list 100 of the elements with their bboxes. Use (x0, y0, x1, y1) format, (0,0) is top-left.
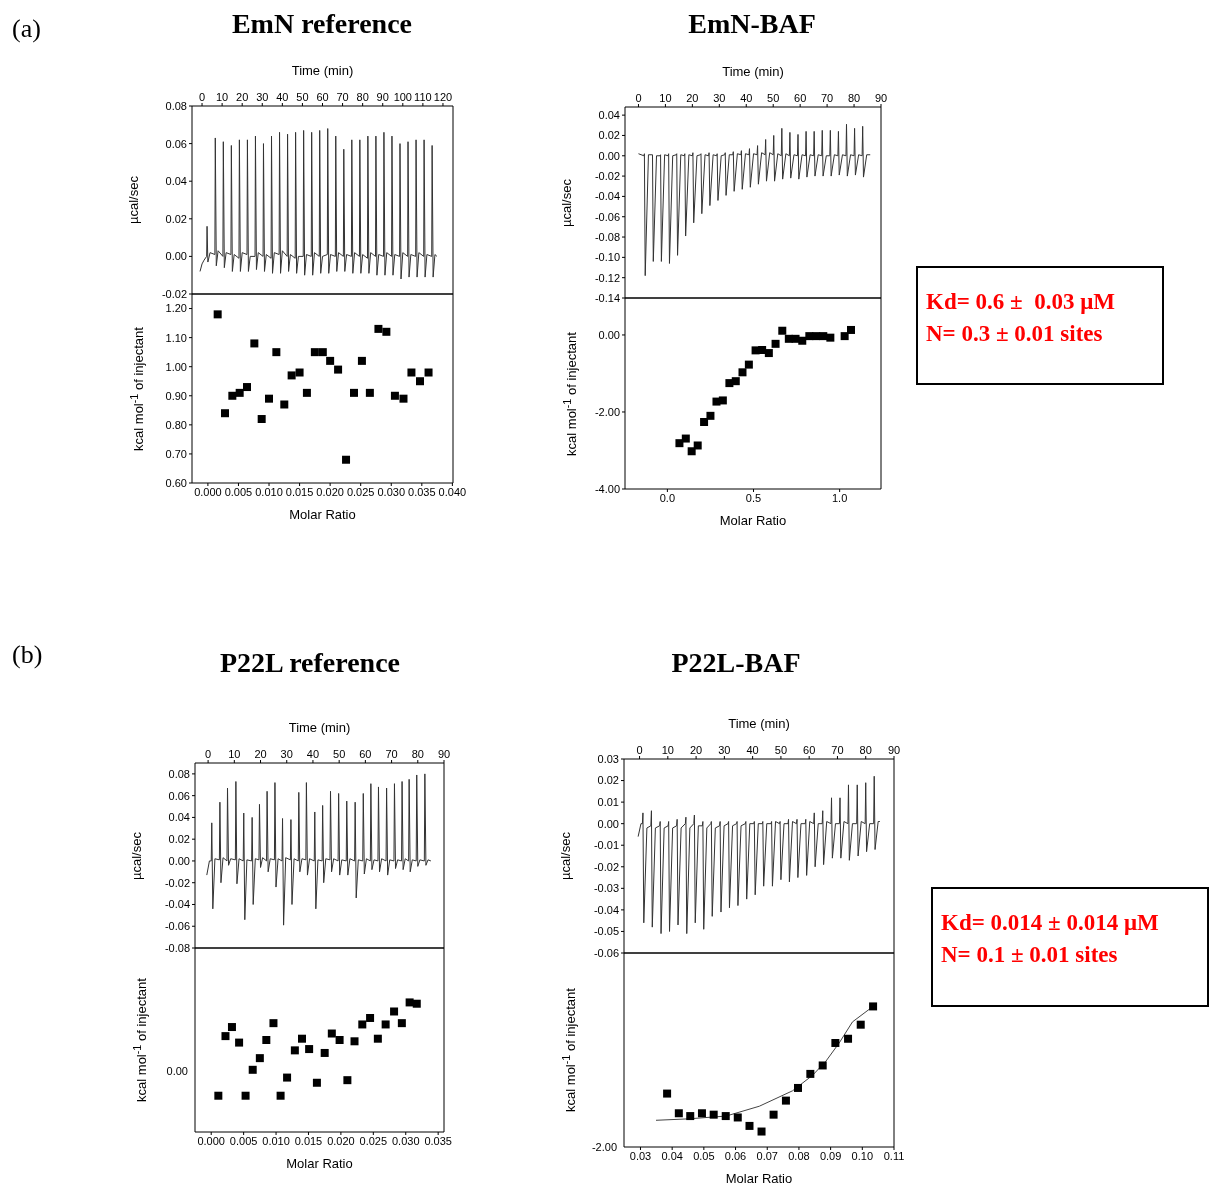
point (235, 388, 244, 397)
x-tick-label: 0.035 (408, 485, 436, 498)
y-tick-label: -2.00 (594, 405, 620, 418)
point (869, 1002, 878, 1011)
x-tick-label: 0.005 (224, 485, 253, 498)
y-tick-label: 0.04 (168, 811, 190, 824)
x-tick-label: 0.09 (819, 1149, 842, 1162)
x-axis-title: Time (min) (290, 63, 355, 78)
x-tick-label: 0.015 (294, 1134, 323, 1147)
point (415, 377, 424, 386)
x-tick-label: 0 (635, 92, 642, 104)
point (826, 333, 835, 342)
y-tick-label: 1.00 (165, 360, 187, 373)
x-tick-label: 10 (659, 92, 672, 104)
y-tick-label: -0.02 (594, 169, 620, 182)
x-axis-title: Molar Ratio (285, 1156, 354, 1171)
point (343, 1076, 352, 1085)
y-tick-label: -0.02 (161, 287, 187, 300)
x-tick-label: 70 (831, 744, 844, 756)
x-tick-label: 0.03 (629, 1149, 652, 1162)
point (228, 391, 237, 400)
point (335, 1036, 344, 1044)
y-tick-label: -4.00 (594, 482, 620, 495)
point (769, 1110, 778, 1119)
text: Kd= 0.014 ± 0.014 μM (941, 909, 1160, 937)
y-tick-label: 0.02 (598, 129, 620, 142)
x-tick-label: 10 (661, 744, 674, 756)
x-tick-label: 0.010 (262, 1134, 290, 1147)
y-tick-label: -0.08 (594, 230, 620, 243)
point (312, 1078, 321, 1087)
x-tick-label: 0.020 (327, 1134, 355, 1147)
y-tick-label: -0.10 (594, 251, 620, 264)
x-tick-label: 10 (228, 748, 241, 760)
point (342, 455, 351, 464)
x-tick-label: 0 (198, 91, 206, 103)
y-axis-title: µcal/sec (129, 831, 144, 880)
point (276, 1091, 285, 1100)
point (334, 365, 343, 374)
point (675, 439, 684, 448)
x-tick-label: 0 (205, 748, 212, 760)
y-tick-label: -0.01 (593, 839, 619, 852)
x-tick-label: 20 (236, 91, 249, 103)
x-tick-label: 80 (859, 744, 872, 756)
x-tick-label: 0.010 (255, 485, 283, 498)
text: Kd= 0.6 ± 0.03 μM (926, 288, 1116, 316)
y-tick-label: 0.04 (165, 175, 187, 188)
x-tick-label: 50 (774, 744, 788, 756)
x-tick-label: 60 (803, 744, 816, 756)
point (390, 391, 399, 400)
x-axis-title: Time (min) (727, 716, 791, 731)
point (349, 388, 358, 397)
x-axis-title: Time (min) (721, 64, 785, 79)
x-axis-title: Time (min) (287, 720, 352, 735)
x-tick-label: 120 (433, 91, 453, 103)
point (235, 1038, 244, 1047)
point (255, 1054, 264, 1063)
point (250, 339, 259, 348)
point (407, 368, 416, 377)
point (718, 396, 727, 405)
x-tick-label: 60 (359, 748, 372, 760)
point (374, 324, 383, 333)
x-tick-label: 60 (316, 91, 329, 103)
x-tick-label: 20 (689, 744, 703, 756)
point (847, 325, 856, 334)
y-tick-label: -0.02 (164, 876, 190, 889)
point (397, 1019, 406, 1028)
y-tick-label: 0.08 (168, 767, 190, 780)
x-tick-label: 0.030 (377, 485, 406, 498)
point (818, 1061, 827, 1070)
text: (a) (12, 14, 41, 44)
y-tick-label: -0.06 (593, 946, 619, 959)
x-tick-label: 40 (306, 748, 320, 760)
y-tick-label: 0.04 (598, 109, 620, 122)
y-tick-label: 0.00 (598, 328, 620, 341)
point (738, 368, 747, 377)
point (350, 1037, 359, 1046)
line-series (637, 123, 871, 277)
line-series (637, 775, 881, 935)
y-tick-label: 0.06 (165, 137, 187, 150)
line-series (199, 128, 438, 280)
point (257, 415, 266, 424)
point (213, 310, 222, 319)
x-tick-label: 80 (356, 91, 369, 103)
x-tick-label: 90 (887, 744, 901, 756)
point (856, 1020, 865, 1029)
point (221, 1032, 230, 1041)
x-tick-label: 80 (847, 92, 861, 104)
x-tick-label: 60 (794, 92, 807, 104)
point (697, 1109, 706, 1118)
point (798, 336, 807, 345)
x-tick-label: 1.0 (832, 491, 848, 504)
x-axis-title: Molar Ratio (718, 513, 788, 528)
x-tick-label: 40 (276, 91, 289, 103)
point (709, 1110, 718, 1119)
x-tick-label: 0.025 (359, 1134, 388, 1147)
x-tick-label: 0.05 (693, 1149, 715, 1162)
chart-title: EmN-BAF (687, 7, 817, 41)
x-tick-label: 20 (686, 92, 699, 104)
x-tick-label: 50 (296, 91, 309, 103)
point (214, 1091, 223, 1100)
